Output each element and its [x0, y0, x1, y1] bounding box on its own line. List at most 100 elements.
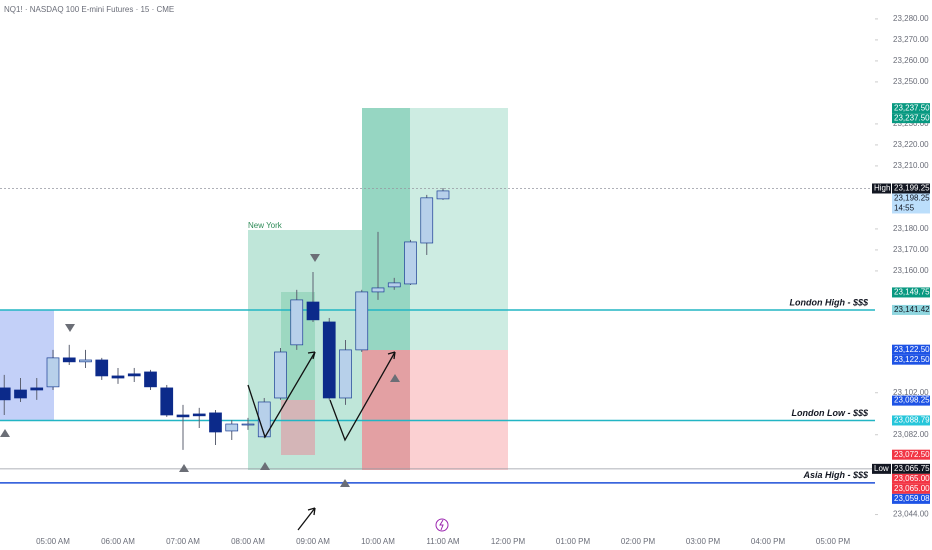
price-label-box	[892, 287, 930, 298]
y-tick-label: 23,270.00	[893, 35, 929, 44]
y-tick-label: 23,102.00	[893, 388, 929, 397]
inner-stop	[281, 400, 315, 455]
price-tag-box	[872, 463, 891, 474]
price-label-box	[892, 354, 930, 365]
price-label-box	[892, 473, 930, 484]
candle-body	[46, 357, 60, 388]
x-tick-label: 12:00 PM	[491, 537, 526, 546]
candle-body	[79, 359, 92, 363]
level-label: Asia High - $$$	[802, 470, 869, 480]
candle-body	[111, 375, 125, 379]
candle-body	[176, 414, 190, 418]
price-label: 23,237.50	[894, 103, 930, 112]
price-label: 23,122.50	[894, 355, 930, 364]
candle-body	[62, 357, 76, 363]
price-label-box	[892, 344, 930, 355]
price-label-box	[892, 463, 930, 474]
candle-body	[387, 282, 401, 288]
x-tick-label: 09:00 AM	[296, 537, 330, 546]
y-tick-label: 23,170.00	[893, 245, 929, 254]
y-tick-label: 23,260.00	[893, 56, 929, 65]
candle-body	[436, 190, 450, 200]
candle-body	[404, 241, 417, 285]
x-tick-label: 06:00 AM	[101, 537, 135, 546]
candle-body	[95, 359, 109, 377]
price-label-box	[892, 183, 930, 194]
price-label: 23,059.08	[894, 494, 930, 503]
price-label: 23,065.00	[894, 484, 930, 493]
candle-body	[160, 387, 174, 416]
price-label-box	[892, 449, 930, 460]
arrows	[247, 351, 396, 531]
candle-body	[241, 423, 255, 426]
price-label-box	[892, 415, 930, 426]
price-label: 23,098.25	[894, 396, 930, 405]
markers	[0, 254, 400, 487]
x-tick-label: 04:00 PM	[751, 537, 786, 546]
price-label: 23,072.50	[894, 450, 930, 459]
price-label-box	[892, 193, 930, 214]
replay-icon	[435, 518, 449, 532]
chart-title: NQ1! · NASDAQ 100 E-mini Futures · 15 · …	[4, 5, 174, 14]
price-label: 23,149.75	[894, 288, 930, 297]
price-tag-box	[872, 183, 891, 194]
candle-body	[257, 401, 271, 438]
candle-body	[339, 349, 352, 399]
price-label: 23,122.50	[894, 345, 930, 354]
x-tick-label: 08:00 AM	[231, 537, 265, 546]
x-tick-label: 05:00 AM	[36, 537, 70, 546]
x-tick-label: 10:00 AM	[361, 537, 395, 546]
candle-body	[355, 291, 369, 351]
stop-zone-active	[362, 350, 410, 470]
price-label: 23,237.50	[894, 113, 930, 122]
price-label: 23,198.25	[894, 194, 930, 203]
candle-body	[30, 387, 44, 391]
price-label: 23,088.79	[894, 416, 930, 425]
candle-body	[371, 287, 385, 293]
candle-body	[290, 299, 304, 346]
asia-box	[0, 310, 54, 421]
candle-body	[274, 351, 287, 399]
price-label-box	[892, 113, 930, 124]
y-tick-label: 23,250.00	[893, 77, 929, 86]
candle-body	[127, 373, 141, 377]
price-label: 23,065.75	[894, 464, 930, 473]
level-label: London High - $$$	[790, 297, 869, 307]
candle-body	[14, 389, 27, 399]
y-tick-label: 23,220.00	[893, 140, 929, 149]
candle-body	[0, 387, 11, 401]
x-tick-label: 05:00 PM	[816, 537, 851, 546]
session-label: New York	[248, 221, 283, 230]
y-tick-label: 23,280.00	[893, 14, 929, 23]
level-label: London Low - $$$	[792, 408, 869, 418]
x-tick-label: 01:00 PM	[556, 537, 591, 546]
candle-body	[209, 412, 222, 433]
target-zone-active	[362, 108, 410, 350]
price-label: 23,141.42	[894, 305, 930, 314]
x-tick-label: 07:00 AM	[166, 537, 200, 546]
y-tick-label: 23,210.00	[893, 161, 929, 170]
price-label-box	[892, 304, 930, 315]
candle-body	[306, 301, 320, 321]
price-label-sub: 14:55	[894, 204, 915, 213]
y-tick-label: 23,230.00	[893, 119, 929, 128]
price-tag: Low	[874, 464, 889, 473]
y-tick-label: 23,082.00	[893, 430, 929, 439]
y-tick-label: 23,180.00	[893, 224, 929, 233]
y-tick-label: 23,160.00	[893, 266, 929, 275]
x-tick-label: 11:00 AM	[426, 537, 460, 546]
candle-body	[192, 413, 206, 417]
candle-body	[322, 321, 336, 399]
price-label-box	[892, 493, 930, 504]
y-tick-label: 23,044.00	[893, 510, 929, 519]
x-tick-label: 03:00 PM	[686, 537, 721, 546]
x-tick-label: 02:00 PM	[621, 537, 656, 546]
price-label-box	[892, 483, 930, 494]
price-label: 23,199.25	[894, 184, 930, 193]
price-label-box	[892, 103, 930, 114]
candle-body	[144, 371, 157, 388]
candle-body	[420, 197, 434, 244]
price-label-box	[892, 395, 930, 406]
candle-body	[225, 423, 239, 432]
